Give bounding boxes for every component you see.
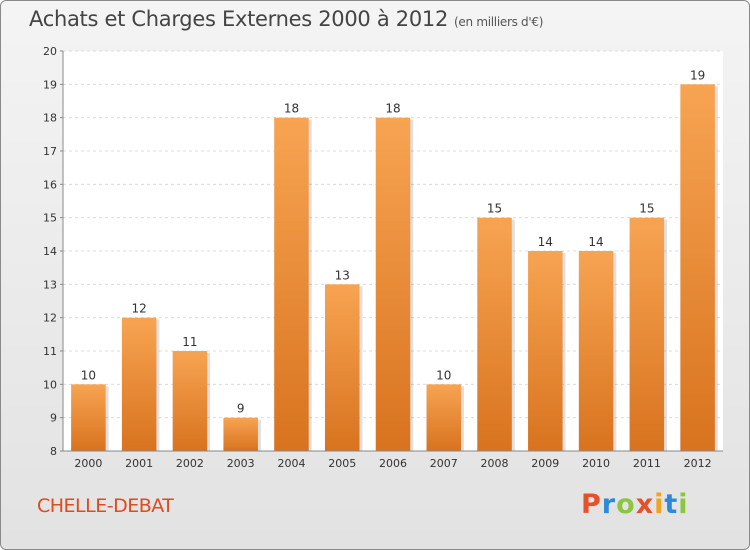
chart-title-block: Achats et Charges Externes 2000 à 2012 (e… [29,7,543,31]
data-label: 14 [538,235,553,249]
bar [680,84,715,451]
y-tick-label: 11 [43,345,57,358]
bar [121,317,157,451]
logo-letter: i [654,489,665,520]
commune-name: CHELLE-DEBAT [37,495,174,517]
bar [71,384,106,451]
bar [324,284,360,451]
bar [223,417,258,451]
y-tick-label: 19 [43,78,57,91]
x-tick-label: 2012 [684,457,712,470]
bar [629,217,665,451]
data-label: 9 [237,402,245,416]
data-label: 18 [385,102,400,116]
chart-unit: (en milliers d'€) [454,15,544,29]
x-tick-label: 2010 [582,457,610,470]
x-tick-label: 2003 [227,457,255,470]
y-tick-label: 18 [43,112,57,125]
bars [71,84,718,452]
x-tick-label: 2002 [176,457,204,470]
x-tick-label: 2009 [531,457,559,470]
data-label: 12 [132,302,147,316]
data-label: 15 [487,202,502,216]
proxiti-logo: Proxiti [581,489,689,520]
y-tick-label: 14 [43,245,57,258]
logo-letter: P [581,489,602,520]
labels: 8910111213141516171819201020001220011120… [43,45,712,470]
x-tick-label: 2004 [277,457,305,470]
y-tick-label: 17 [43,145,57,158]
bar [375,117,411,452]
y-tick-label: 10 [43,378,57,391]
y-tick-label: 8 [50,445,57,458]
logo-letter: i [678,489,689,520]
bar [426,384,462,451]
x-tick-label: 2007 [430,457,458,470]
x-tick-label: 2005 [328,457,356,470]
y-tick-label: 15 [43,212,57,225]
x-tick-label: 2008 [481,457,509,470]
data-label: 13 [335,268,350,282]
data-label: 10 [81,368,96,382]
data-label: 15 [639,202,654,216]
bar [477,217,512,451]
logo-letter: t [664,489,679,520]
bar [578,251,614,451]
logo-letter: r [601,489,617,520]
logo-letter: x [635,489,655,520]
x-tick-label: 2006 [379,457,407,470]
logo-letter: o [616,489,636,520]
x-tick-label: 2000 [74,457,102,470]
bar [274,117,309,452]
y-tick-label: 16 [43,178,57,191]
y-tick-label: 9 [50,412,57,425]
data-label: 19 [690,68,705,82]
y-tick-label: 13 [43,278,57,291]
axes [62,51,723,452]
data-label: 11 [182,335,197,349]
bar [172,351,208,451]
chart-title: Achats et Charges Externes 2000 à 2012 [29,7,449,31]
y-tick-label: 12 [43,312,57,325]
data-label: 14 [588,235,603,249]
y-tick-label: 20 [43,45,57,58]
data-label: 18 [284,102,299,116]
x-tick-label: 2011 [633,457,661,470]
x-tick-label: 2001 [125,457,153,470]
data-label: 10 [436,368,451,382]
bar [528,251,563,451]
